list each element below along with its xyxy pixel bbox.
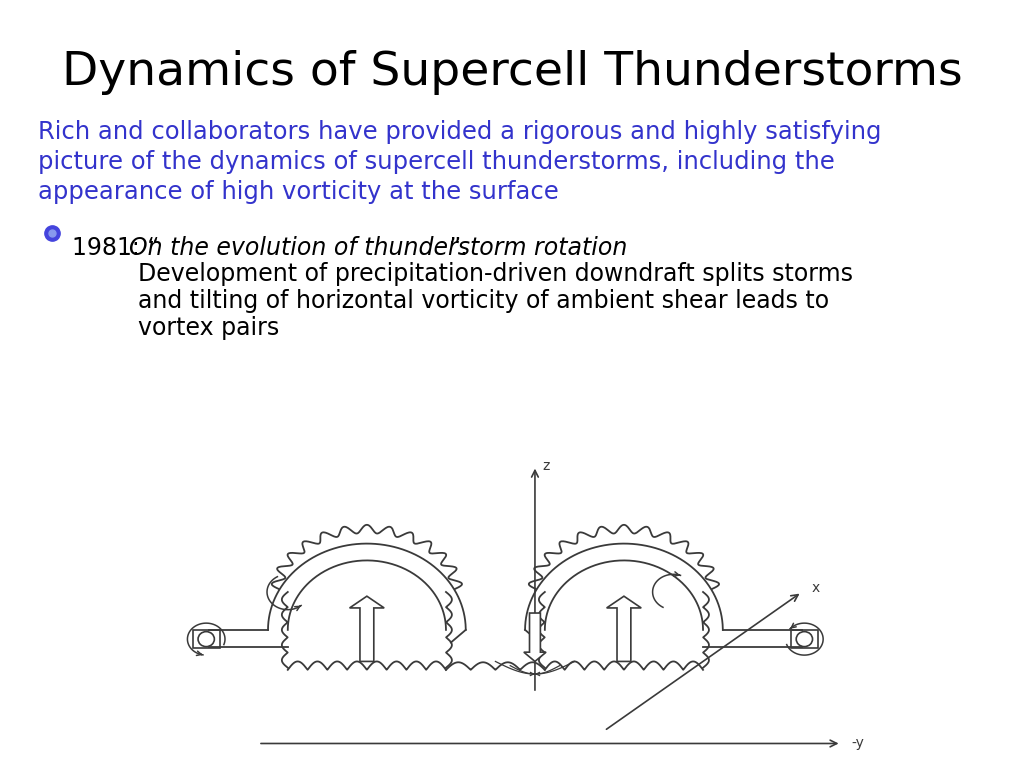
- Text: Dynamics of Supercell Thunderstorms: Dynamics of Supercell Thunderstorms: [61, 50, 963, 95]
- Text: Rich and collaborators have provided a rigorous and highly satisfying: Rich and collaborators have provided a r…: [38, 120, 882, 144]
- Text: picture of the dynamics of supercell thunderstorms, including the: picture of the dynamics of supercell thu…: [38, 150, 835, 174]
- Text: vortex pairs: vortex pairs: [138, 316, 280, 340]
- FancyArrow shape: [524, 613, 546, 661]
- Text: ”.: ”.: [450, 236, 469, 260]
- FancyArrow shape: [349, 596, 384, 661]
- Text: and tilting of horizontal vorticity of ambient shear leads to: and tilting of horizontal vorticity of a…: [138, 289, 829, 313]
- Text: -y: -y: [851, 737, 864, 750]
- Text: appearance of high vorticity at the surface: appearance of high vorticity at the surf…: [38, 180, 559, 204]
- Text: Development of precipitation-driven downdraft splits storms: Development of precipitation-driven down…: [138, 262, 853, 286]
- Text: z: z: [543, 458, 550, 473]
- Text: x: x: [812, 581, 820, 594]
- Text: On the evolution of thunderstorm rotation: On the evolution of thunderstorm rotatio…: [129, 236, 628, 260]
- FancyArrow shape: [606, 596, 641, 661]
- Text: 1981: “: 1981: “: [72, 236, 160, 260]
